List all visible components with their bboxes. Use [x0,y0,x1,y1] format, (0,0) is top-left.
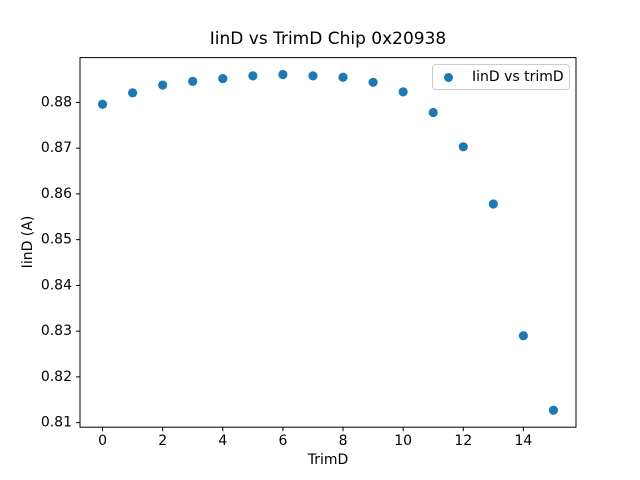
y-tick-label: 0.85 [41,232,72,248]
data-point [128,88,138,98]
legend-label: IinD vs trimD [472,69,564,85]
y-tick-label: 0.88 [41,94,72,110]
data-point [278,69,288,80]
data-point [458,142,468,152]
x-tick-label: 2 [158,433,167,449]
data-point [308,71,318,81]
y-tick-label: 0.81 [41,415,72,431]
x-tick-label: 12 [454,433,472,449]
data-point [428,107,438,118]
y-axis-label: IinD (A) [20,215,36,269]
legend-marker-dot [444,72,453,82]
x-axis-label: TrimD [307,452,349,468]
data-point [97,99,108,109]
y-tick-label: 0.82 [41,369,72,385]
data-point [548,405,559,415]
y-tick-label: 0.87 [41,140,72,156]
y-tick-label: 0.84 [41,277,72,293]
x-tick-label: 14 [514,433,532,449]
data-point [488,199,498,209]
chart-title: IinD vs TrimD Chip 0x20938 [209,29,447,49]
x-tick-label: 10 [394,433,412,449]
data-point [188,76,198,86]
y-tick-label: 0.86 [41,186,72,202]
data-point [368,77,378,87]
data-point [518,331,528,341]
data-point [338,72,348,82]
x-tick-label: 8 [339,433,348,449]
axes-frame [79,57,577,428]
data-point [248,71,258,81]
data-point [158,80,168,90]
x-tick-label: 4 [218,433,227,449]
x-tick-label: 0 [98,433,107,449]
x-tick-label: 6 [278,433,287,449]
y-tick-label: 0.83 [41,323,72,339]
data-point [398,87,408,97]
legend: IinD vs trimD [432,64,570,90]
data-point [218,74,228,84]
